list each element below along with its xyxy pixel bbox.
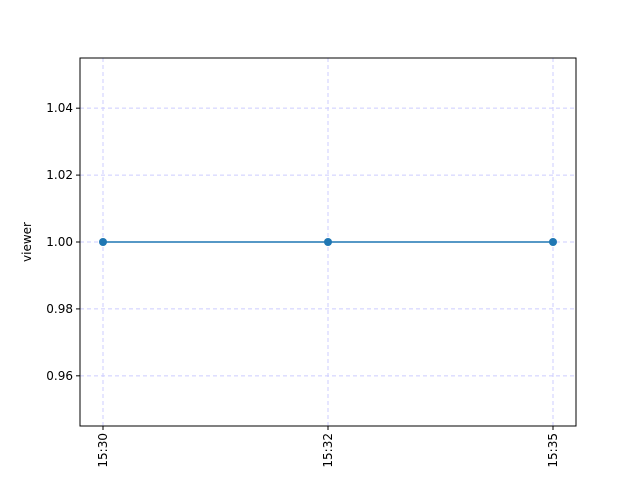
y-axis: 0.96 0.98 1.00 1.02 1.04 (46, 101, 80, 383)
x-tick-label: 15:32 (321, 433, 335, 468)
y-tick-label: 1.04 (46, 101, 73, 115)
data-point (324, 238, 332, 246)
y-axis-label: viewer (20, 222, 34, 262)
y-tick-label: 0.96 (46, 369, 73, 383)
x-tick-label: 15:30 (96, 433, 110, 468)
series-layer (99, 238, 557, 246)
y-tick-label: 1.00 (46, 235, 73, 249)
x-axis: 15:30 15:32 15:35 (96, 426, 560, 468)
y-tick-label: 1.02 (46, 168, 73, 182)
x-tick-label: 15:35 (546, 433, 560, 468)
y-tick-label: 0.98 (46, 302, 73, 316)
data-point (549, 238, 557, 246)
data-point (99, 238, 107, 246)
